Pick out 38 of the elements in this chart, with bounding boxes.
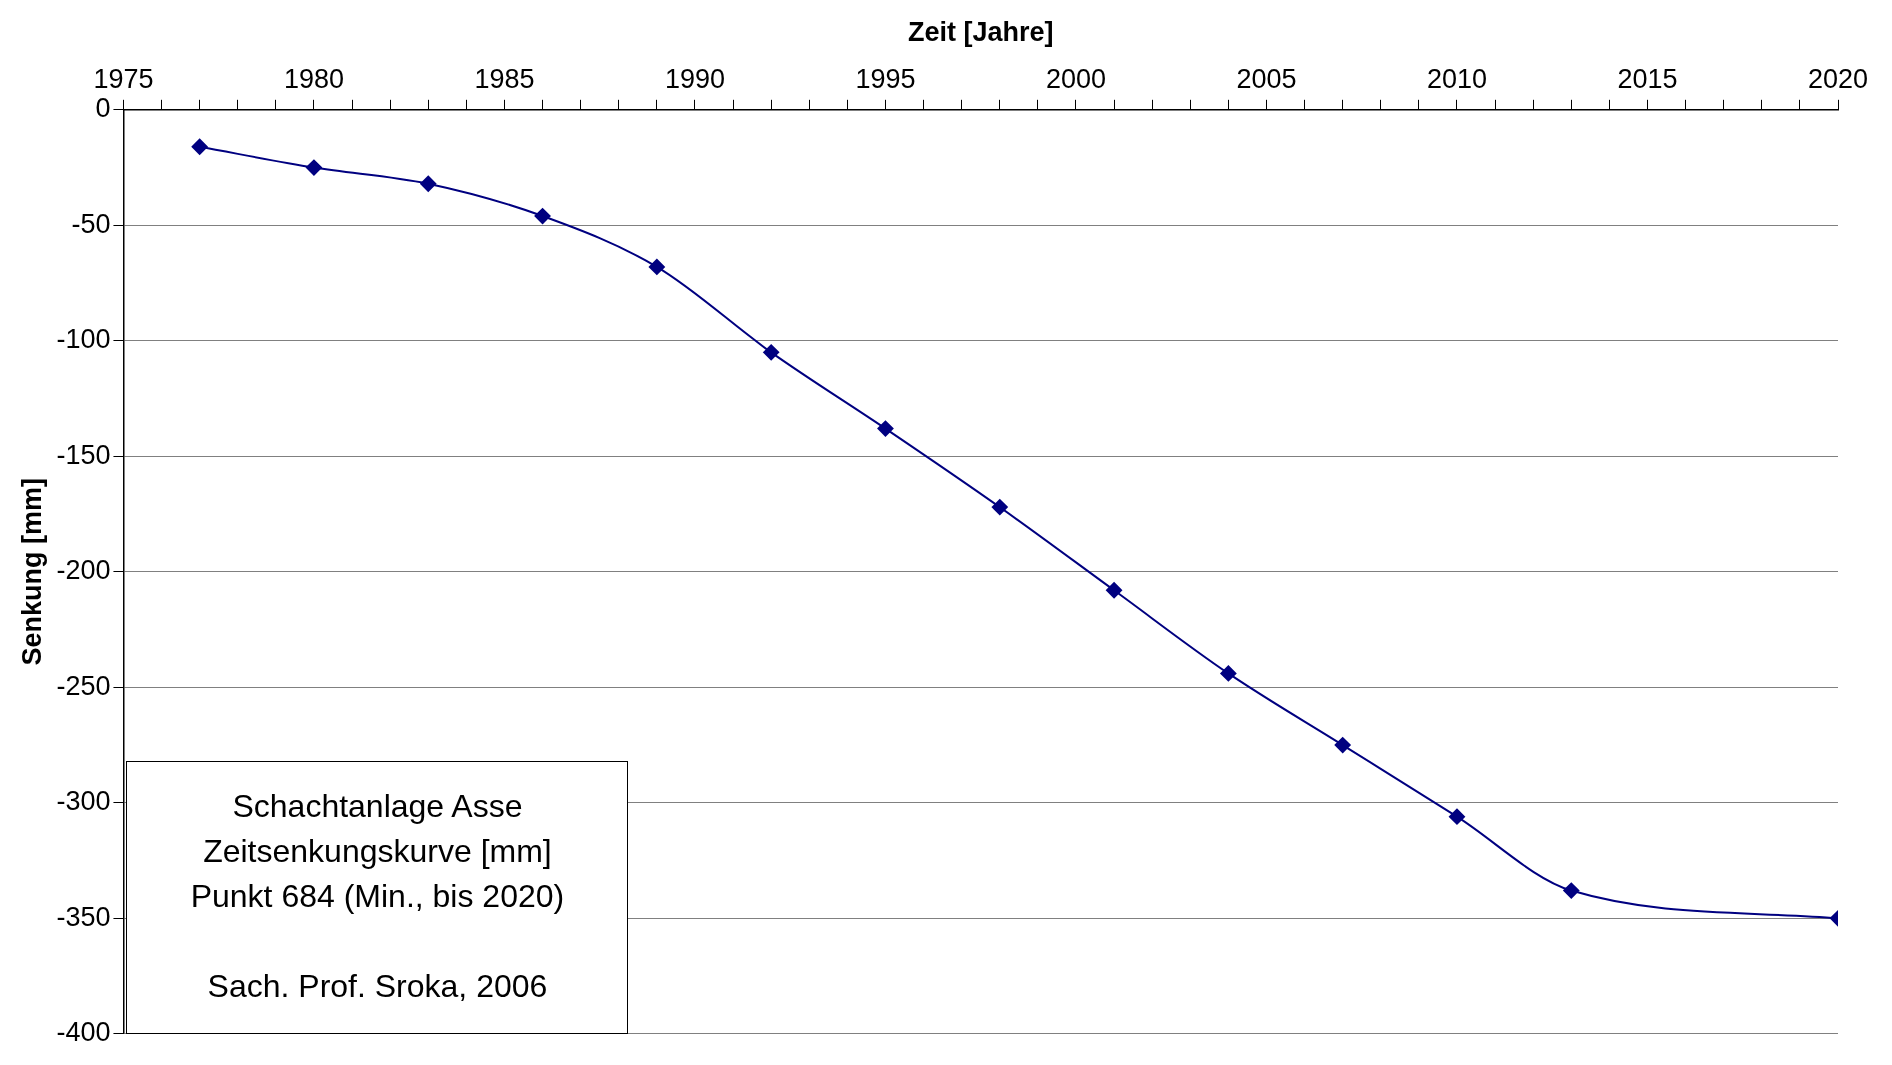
x-tick-label: 2005 [1236,64,1297,95]
annotation: Sach. Prof. Sroka, 2006 [206,966,549,1006]
point [1334,737,1351,754]
point [1220,665,1237,682]
annotation: Schachtanlage Asse [231,786,524,826]
point [648,258,665,275]
annotation: Punkt 684 (Min., bis 2020) [189,876,566,916]
point [763,344,780,361]
y-tick-label: -100 [56,324,111,355]
x-tick-label: 1990 [664,64,725,95]
point [191,138,208,155]
x-axis-title: Zeit [Jahre] [907,16,1054,47]
y-tick-label: 0 [95,93,111,124]
annotation: Zeitsenkungskurve [mm] [202,831,553,871]
x-tick-label: 2000 [1045,64,1107,95]
y-tick-label: -250 [56,670,111,701]
point [534,208,551,225]
y-axis-title: Senkung [mm] [16,478,47,666]
y-tick-label: -350 [56,901,111,932]
point [420,175,437,192]
point [991,499,1008,516]
x-tick-label: 1995 [855,64,916,95]
y-tick-label: -200 [56,555,111,586]
x-tick-label: 1975 [93,64,154,95]
point [1563,882,1580,899]
y-tick-label: -300 [56,786,111,817]
x-tick-label: 1985 [474,64,535,95]
point [305,159,322,176]
x-tick-label: 2020 [1807,64,1869,95]
point [1106,582,1123,599]
x-tick-label: 2015 [1617,64,1678,95]
y-tick-label: -400 [56,1017,111,1048]
y-tick-label: -150 [56,439,111,470]
y-tick-label: -50 [71,208,111,239]
point [1448,808,1465,825]
point [877,420,894,437]
x-tick-label: 2010 [1426,64,1488,95]
x-tick-label: 1980 [283,64,344,95]
